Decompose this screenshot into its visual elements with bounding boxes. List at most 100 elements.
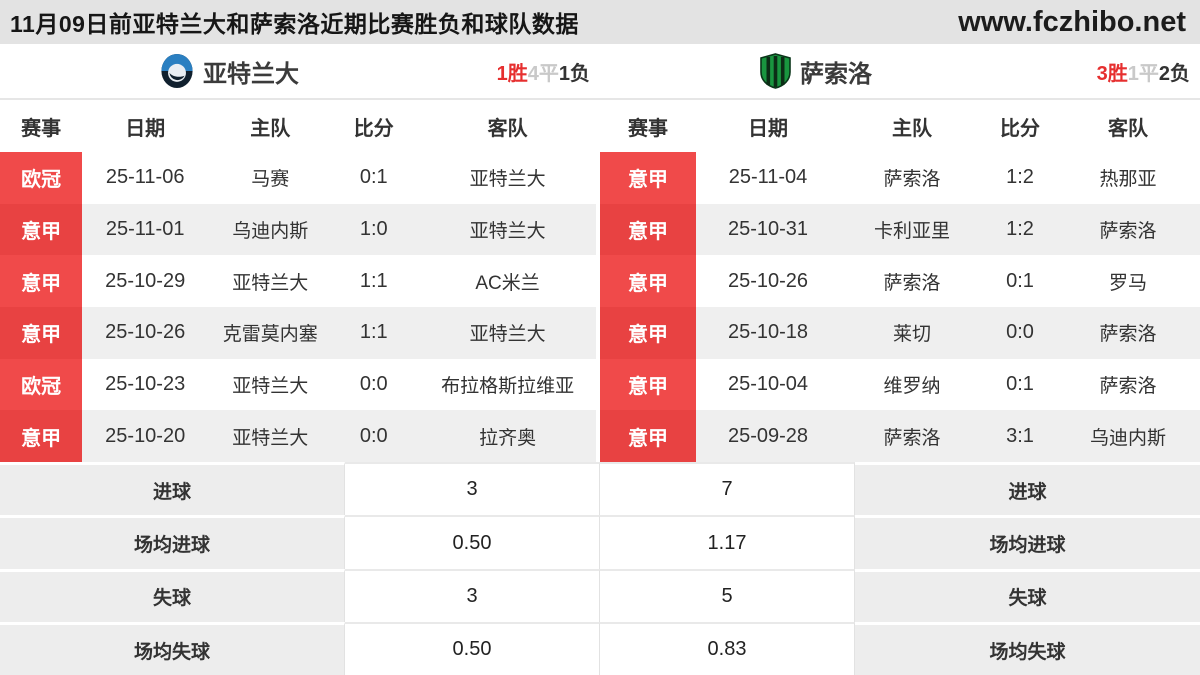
competition-badge: 欧冠 <box>0 152 83 204</box>
wins-count: 3胜 <box>1096 62 1128 85</box>
match-score: 0:0 <box>1006 321 1034 344</box>
stat-value-left: 0.50 <box>345 515 600 569</box>
home-team: 莱切 <box>892 324 931 346</box>
match-score: 1:2 <box>1006 166 1034 189</box>
match-date: 25-11-06 <box>105 166 185 189</box>
match-tables: 赛事 日期 主队 比分 客队 欧冠 25-11-06 马赛 0:1 亚特兰大 意… <box>0 100 1200 463</box>
match-date: 25-10-31 <box>727 218 809 241</box>
match-row: 意甲 25-09-28 萨索洛 3:1 乌迪内斯 <box>600 410 1200 463</box>
match-row: 意甲 25-10-20 亚特兰大 0:0 拉齐奥 <box>0 410 600 463</box>
match-date: 25-10-26 <box>727 269 809 292</box>
competition-badge: 意甲 <box>0 410 83 463</box>
competition-badge: 欧冠 <box>0 358 83 411</box>
stats-section: 进球 3 7 进球 场均进球 0.50 1.17 场均进球 失球 3 5 失球 … <box>0 462 1200 675</box>
competition-badge: 意甲 <box>0 307 83 359</box>
match-date: 25-10-20 <box>105 424 186 447</box>
stat-value-right: 7 <box>600 462 855 516</box>
away-team: 热那亚 <box>1099 169 1157 191</box>
col-header-home: 主队 <box>892 117 932 140</box>
match-row: 意甲 25-10-04 维罗纳 0:1 萨索洛 <box>600 358 1200 411</box>
match-score: 0:1 <box>1006 269 1034 292</box>
title-bar: 11月09日前亚特兰大和萨索洛近期比赛胜负和球队数据 www.fczhibo.n… <box>0 0 1200 44</box>
match-date: 25-10-26 <box>105 321 186 344</box>
home-team: 萨索洛 <box>883 169 941 191</box>
stat-value-left: 3 <box>345 568 600 622</box>
away-team: AC米兰 <box>475 272 540 294</box>
wins-count: 1胜 <box>496 62 528 85</box>
match-score: 1:1 <box>359 269 388 292</box>
competition-badge: 意甲 <box>600 255 696 308</box>
stat-label: 场均失球 <box>855 621 1200 675</box>
match-row: 意甲 25-10-26 萨索洛 0:1 罗马 <box>600 255 1200 308</box>
home-team: 亚特兰大 <box>232 376 309 398</box>
col-header-score: 比分 <box>1000 117 1040 140</box>
stat-row-conceded: 失球 3 5 失球 <box>0 568 1200 622</box>
col-header-date: 日期 <box>125 117 166 140</box>
stat-label: 失球 <box>0 568 345 622</box>
stat-label: 失球 <box>855 568 1200 622</box>
match-row: 意甲 25-10-29 亚特兰大 1:1 AC米兰 <box>0 255 600 308</box>
match-date: 25-10-29 <box>105 269 186 292</box>
stat-value-right: 0.83 <box>600 621 855 675</box>
away-team: 亚特兰大 <box>469 169 546 191</box>
match-date: 25-11-04 <box>728 166 808 189</box>
stat-row-avg-goals: 场均进球 0.50 1.17 场均进球 <box>0 515 1200 569</box>
col-header-competition: 赛事 <box>628 117 668 140</box>
competition-badge: 意甲 <box>600 152 696 204</box>
col-header-score: 比分 <box>353 117 394 140</box>
team-header-sassuolo: 萨索洛 3胜 1平 2负 <box>600 44 1200 98</box>
competition-badge: 意甲 <box>600 358 696 411</box>
team-record: 1胜 4平 1负 <box>497 44 590 98</box>
match-row: 意甲 25-11-04 萨索洛 1:2 热那亚 <box>600 152 1200 204</box>
team-identity: 亚特兰大 <box>160 53 299 89</box>
match-row: 欧冠 25-10-23 亚特兰大 0:0 布拉格斯拉维亚 <box>0 358 600 411</box>
stat-label: 场均失球 <box>0 621 345 675</box>
match-row: 意甲 25-10-26 克雷莫内塞 1:1 亚特兰大 <box>0 307 600 359</box>
team-name: 亚特兰大 <box>203 60 299 88</box>
stat-label: 场均进球 <box>855 515 1200 569</box>
home-team: 亚特兰大 <box>232 272 309 294</box>
stat-value-right: 1.17 <box>600 515 855 569</box>
atalanta-crest-icon <box>160 53 194 89</box>
away-team: 萨索洛 <box>1099 324 1157 346</box>
home-team: 乌迪内斯 <box>232 221 309 243</box>
match-row: 意甲 25-10-31 卡利亚里 1:2 萨索洛 <box>600 203 1200 256</box>
home-team: 马赛 <box>251 169 290 191</box>
away-team: 拉齐奥 <box>479 427 537 449</box>
col-header-date: 日期 <box>748 117 788 140</box>
team-record: 3胜 1平 2负 <box>1097 44 1190 98</box>
team-strip: 亚特兰大 1胜 4平 1负 萨索洛 <box>0 44 1200 100</box>
match-table-atalanta: 赛事 日期 主队 比分 客队 欧冠 25-11-06 马赛 0:1 亚特兰大 意… <box>0 100 600 463</box>
col-header-competition: 赛事 <box>21 117 62 140</box>
match-score: 3:1 <box>1006 424 1034 447</box>
site-watermark: www.fczhibo.net <box>958 5 1186 38</box>
match-row: 意甲 25-11-01 乌迪内斯 1:0 亚特兰大 <box>0 203 600 256</box>
home-team: 亚特兰大 <box>232 427 309 449</box>
losses-count: 1负 <box>558 62 590 85</box>
stat-label: 进球 <box>0 462 345 516</box>
team-header-atalanta: 亚特兰大 1胜 4平 1负 <box>0 44 600 98</box>
home-team: 卡利亚里 <box>873 221 950 243</box>
home-team: 维罗纳 <box>883 376 941 398</box>
match-score: 0:0 <box>359 424 388 447</box>
competition-badge: 意甲 <box>600 410 696 463</box>
match-table-sassuolo: 赛事 日期 主队 比分 客队 意甲 25-11-04 萨索洛 1:2 热那亚 意… <box>600 100 1200 463</box>
home-team: 克雷莫内塞 <box>222 324 318 346</box>
draws-count: 4平 <box>527 62 559 85</box>
match-score: 1:2 <box>1006 218 1034 241</box>
home-team: 萨索洛 <box>883 427 941 449</box>
page-title: 11月09日前亚特兰大和萨索洛近期比赛胜负和球队数据 <box>10 11 579 37</box>
away-team: 萨索洛 <box>1099 376 1157 398</box>
stat-value-right: 5 <box>600 568 855 622</box>
team-identity: 萨索洛 <box>760 53 872 89</box>
away-team: 亚特兰大 <box>469 221 546 243</box>
competition-badge: 意甲 <box>0 255 83 308</box>
col-header-away: 客队 <box>1108 117 1148 140</box>
match-score: 0:1 <box>359 166 388 189</box>
match-score: 0:1 <box>1006 373 1034 396</box>
away-team: 亚特兰大 <box>469 324 546 346</box>
home-team: 萨索洛 <box>883 272 941 294</box>
away-team: 布拉格斯拉维亚 <box>441 376 575 398</box>
match-row: 欧冠 25-11-06 马赛 0:1 亚特兰大 <box>0 152 600 204</box>
